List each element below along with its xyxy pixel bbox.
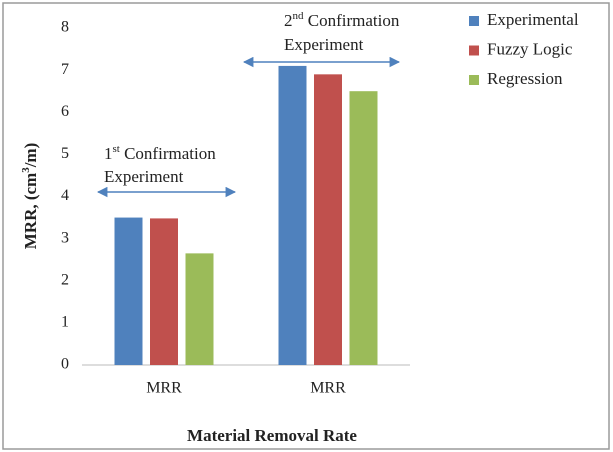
bar [150,218,178,365]
bar [278,65,307,365]
annotation: Experiment [104,167,184,186]
y-tick-label: 1 [61,314,69,331]
legend-label: Fuzzy Logic [487,39,573,58]
y-tick-label: 8 [61,19,69,36]
annotation: Experiment [284,35,364,54]
x-axis-title: Material Removal Rate [187,426,357,445]
y-tick-label: 7 [61,61,69,78]
bar [114,217,143,365]
x-tick-label: MRR [310,380,346,397]
x-tick-label: MRR [146,380,182,397]
legend-swatch [469,45,479,56]
annotation: 2nd Confirmation [284,10,400,30]
legend-label: Regression [487,69,563,88]
bar [185,253,214,365]
y-tick-label: 3 [61,229,69,246]
y-axis-title: MRR, (cm3/m) [20,143,40,250]
bar [349,91,378,365]
y-tick-label: 5 [61,145,69,162]
y-tick-label: 6 [61,103,69,120]
y-tick-label: 4 [61,187,69,204]
bar [314,74,342,366]
legend-label: Experimental [487,10,579,29]
annotation: 1st Confirmation [104,143,216,163]
y-tick-label: 0 [61,356,69,373]
y-tick-label: 2 [61,271,69,288]
legend-swatch [469,16,479,26]
legend-swatch [469,75,479,85]
